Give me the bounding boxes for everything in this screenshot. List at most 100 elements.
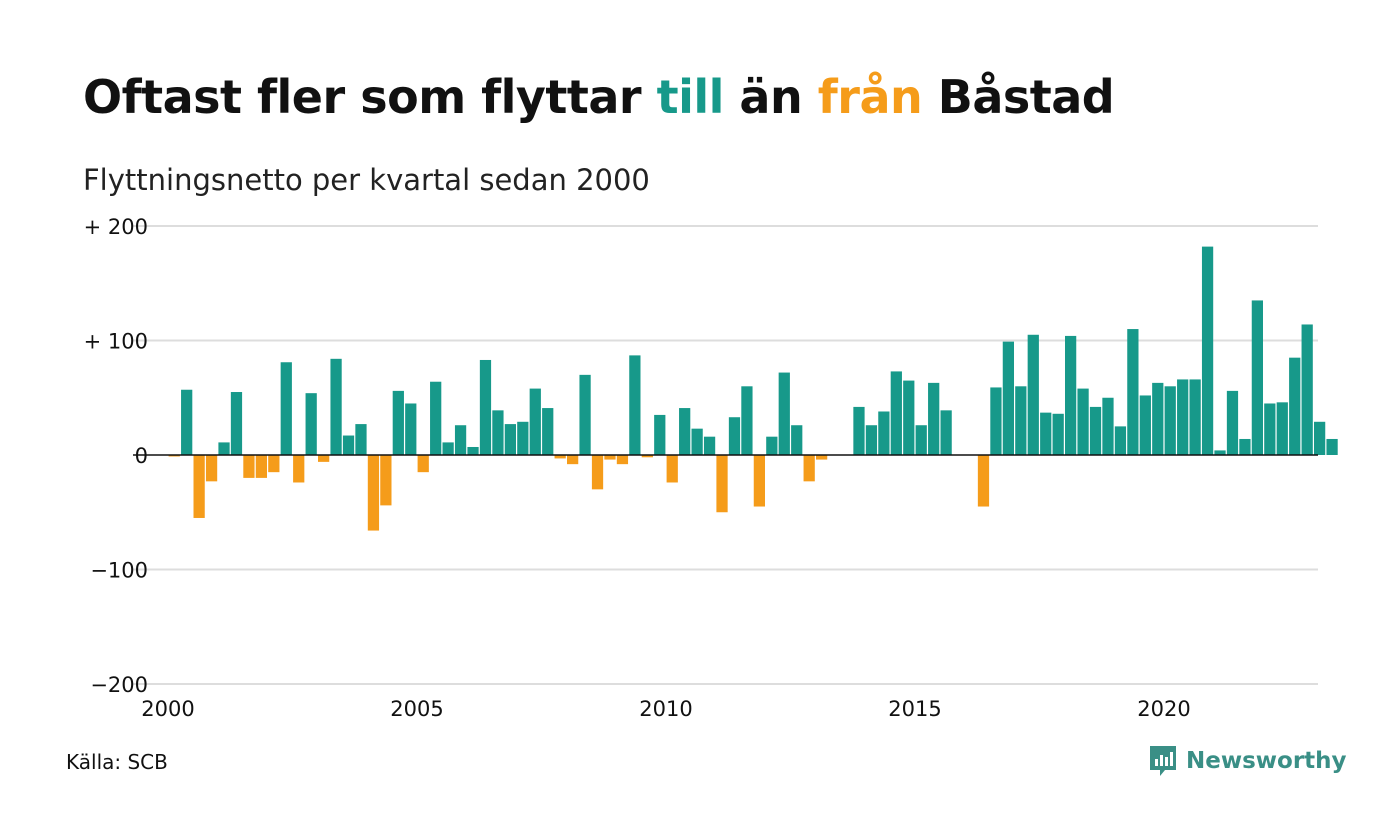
- title-part-5: Båstad: [922, 70, 1115, 124]
- title-word-till: till: [656, 70, 725, 124]
- bar: [255, 455, 267, 478]
- x-tick-label: 2000: [141, 697, 194, 721]
- bar: [1201, 246, 1214, 455]
- bar: [641, 455, 653, 458]
- bar: [616, 455, 629, 465]
- bar: [467, 446, 479, 455]
- bar: [890, 371, 902, 455]
- bar: [181, 389, 193, 455]
- title-part-1: Oftast fler som flyttar: [83, 70, 657, 124]
- bar: [1015, 386, 1027, 455]
- bar: [205, 455, 218, 482]
- y-tick-label: + 200: [84, 215, 148, 239]
- bar: [342, 435, 355, 455]
- bar: [878, 411, 890, 455]
- bar: [1102, 397, 1114, 455]
- brand-name: Newsworthy: [1186, 748, 1347, 774]
- bar: [865, 425, 878, 455]
- chart-title: Oftast fler som flyttar till än från Bås…: [83, 70, 1115, 124]
- bar: [716, 455, 728, 513]
- bar: [654, 414, 666, 455]
- x-tick-label: 2015: [888, 697, 941, 721]
- bar: [318, 455, 330, 462]
- x-tick-label: 2020: [1137, 697, 1190, 721]
- bar: [417, 455, 429, 473]
- bar: [380, 455, 392, 506]
- bar: [990, 387, 1002, 455]
- bar: [542, 408, 554, 455]
- bar: [928, 382, 940, 455]
- bar: [1114, 426, 1127, 456]
- bar: [442, 442, 454, 455]
- bar: [629, 355, 641, 455]
- bar: [405, 403, 417, 455]
- bar: [915, 425, 927, 455]
- bar: [1326, 438, 1338, 455]
- gridlines: [133, 225, 1318, 685]
- bar: [1065, 335, 1077, 455]
- y-tick-label: −200: [90, 673, 148, 697]
- bar: [567, 455, 579, 465]
- bar: [1089, 406, 1102, 455]
- y-tick-label: −100: [90, 559, 148, 583]
- bar: [679, 408, 691, 455]
- title-part-3: än: [723, 70, 818, 124]
- newsworthy-logo-icon: [1150, 746, 1176, 776]
- x-tick-label: 2010: [639, 697, 692, 721]
- bar: [492, 410, 504, 455]
- bar: [529, 388, 541, 455]
- bar: [741, 386, 753, 455]
- bar: [355, 424, 367, 455]
- bar: [666, 455, 678, 483]
- x-tick-label: 2005: [390, 697, 443, 721]
- bar: [728, 417, 741, 455]
- bar: [766, 436, 778, 455]
- bar: [218, 442, 230, 455]
- bar: [753, 455, 765, 507]
- bar: [1301, 324, 1313, 455]
- bar: [268, 455, 280, 473]
- bar: [691, 428, 703, 455]
- bar: [479, 359, 492, 455]
- bar: [230, 392, 243, 455]
- bar: [853, 406, 865, 455]
- bar: [791, 425, 803, 455]
- bar: [554, 455, 566, 459]
- bar: [591, 455, 604, 490]
- bar: [392, 390, 404, 455]
- bar: [1127, 329, 1139, 455]
- bar: [1177, 379, 1189, 455]
- bar: [1052, 413, 1064, 455]
- bar: [977, 455, 990, 507]
- bar: [940, 410, 952, 455]
- y-tick-label: 0: [135, 444, 148, 468]
- bar: [193, 455, 205, 518]
- bar: [816, 455, 828, 460]
- bar: [1289, 357, 1301, 455]
- bar: [1164, 386, 1176, 455]
- bar: [293, 455, 305, 483]
- bars: [168, 246, 1338, 531]
- bar: [1226, 390, 1239, 455]
- bar: [1002, 341, 1014, 455]
- bar: [517, 421, 529, 455]
- bar: [604, 455, 616, 460]
- bar: [430, 381, 442, 455]
- newsworthy-brand: Newsworthy: [1148, 744, 1347, 778]
- title-word-fran: från: [817, 70, 923, 124]
- bar: [1239, 438, 1251, 455]
- bar: [579, 374, 591, 455]
- bar: [1077, 388, 1089, 455]
- bar: [454, 425, 467, 455]
- bar: [330, 358, 342, 455]
- bar: [1189, 379, 1201, 455]
- bar: [1027, 334, 1039, 455]
- bar: [305, 393, 317, 455]
- bar: [1040, 412, 1052, 455]
- bar: [280, 362, 292, 455]
- bar: [778, 372, 790, 455]
- bar: [1214, 450, 1226, 455]
- bar: [1314, 421, 1326, 455]
